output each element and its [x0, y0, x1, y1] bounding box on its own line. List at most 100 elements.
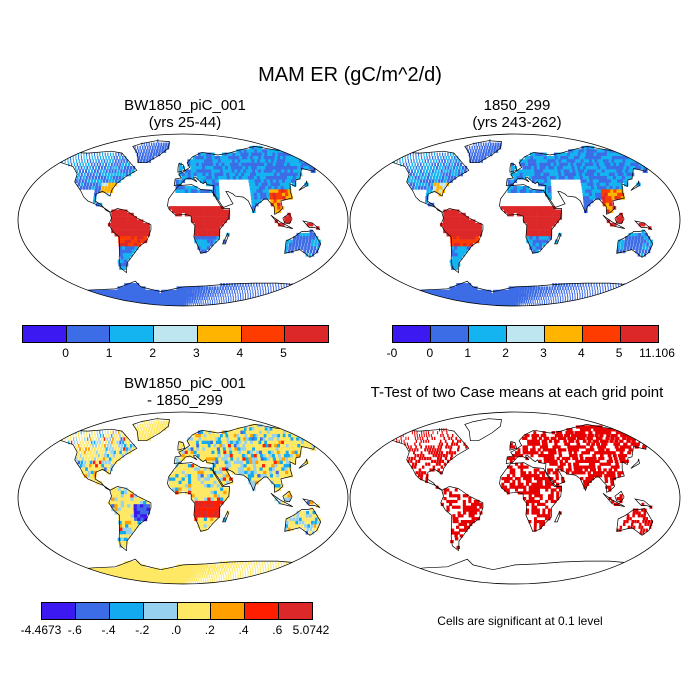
grid-cell: [63, 293, 71, 297]
grid-cell: [226, 289, 228, 294]
grid-cell: [212, 437, 217, 441]
grid-cell: [637, 236, 641, 240]
grid-cell: [223, 172, 228, 177]
grid-cell: [461, 166, 465, 170]
grid-cell: [192, 156, 196, 160]
grid-cell: [607, 189, 612, 193]
grid-cell: [119, 527, 124, 532]
grid-cell: [465, 226, 470, 230]
grid-cell: [127, 514, 132, 518]
grid-cell: [194, 490, 198, 495]
grid-cell: [215, 437, 220, 441]
grid-cell: [531, 176, 536, 180]
grid-cell: [532, 156, 537, 160]
grid-cell: [247, 283, 250, 287]
grid-cell: [542, 232, 546, 237]
grid-cell: [193, 444, 197, 448]
grid-cell: [435, 166, 438, 170]
grid-cell: [285, 246, 289, 250]
grid-cell: [252, 186, 257, 190]
grid-cell: [85, 464, 89, 468]
grid-cell: [71, 299, 83, 304]
grid-cell: [250, 162, 255, 167]
grid-cell: [555, 212, 559, 217]
grid-cell: [299, 236, 303, 240]
grid-cell: [492, 296, 496, 300]
grid-cell: [639, 286, 641, 290]
grid-cell: [222, 447, 227, 451]
grid-cell: [309, 289, 311, 294]
grid-cell: [284, 494, 288, 498]
grid-cell: [542, 226, 546, 230]
grid-cell: [609, 186, 614, 190]
grid-cell: [567, 162, 572, 167]
grid-cell: [463, 246, 468, 250]
grid-cell: [82, 467, 85, 471]
grid-cell: [615, 176, 621, 180]
grid-cell: [190, 186, 195, 190]
grid-cell: [274, 454, 280, 458]
grid-cell: [542, 236, 546, 240]
grid-cell: [220, 500, 224, 505]
grid-cell: [287, 467, 292, 471]
grid-cell: [249, 169, 254, 173]
grid-cell: [281, 286, 283, 290]
grid-cell: [634, 236, 638, 240]
grid-cell: [164, 293, 168, 297]
grid-cell: [106, 467, 110, 471]
grid-cell: [222, 474, 227, 478]
grid-cell: [488, 145, 491, 150]
grid-cell: [525, 299, 528, 304]
grid-cell: [219, 474, 224, 478]
grid-cell: [567, 286, 569, 290]
grid-cell: [118, 514, 122, 518]
grid-cell: [236, 457, 241, 461]
grid-cell: [246, 564, 248, 568]
grid-cell: [594, 296, 595, 300]
grid-cell: [220, 172, 224, 177]
grid-cell: [446, 289, 451, 294]
grid-cell: [225, 470, 230, 475]
grid-cell: [243, 464, 248, 468]
grid-cell: [450, 242, 455, 247]
grid-cell: [48, 567, 56, 572]
grid-cell: [64, 152, 66, 157]
grid-cell: [112, 152, 114, 157]
grid-cell: [203, 286, 206, 290]
coastline-indonesia: [270, 214, 293, 229]
grid-cell: [452, 256, 457, 260]
grid-cell: [123, 216, 128, 220]
grid-cell: [93, 169, 96, 173]
grid-cell: [569, 299, 571, 304]
grid-cell: [283, 561, 285, 565]
grid-cell: [216, 229, 221, 234]
grid-cell: [197, 484, 202, 488]
grid-cell: [133, 219, 137, 224]
grid-cell: [531, 179, 536, 183]
grid-cell: [622, 303, 624, 306]
grid-cell: [239, 283, 242, 287]
grid-cell: [415, 152, 417, 157]
grid-cell: [619, 189, 624, 193]
grid-cell: [79, 169, 81, 173]
coastline-samerica: [108, 208, 152, 274]
grid-cell: [118, 430, 120, 435]
grid-cell: [180, 303, 183, 306]
grid-cell: [283, 464, 288, 468]
grid-cell: [635, 162, 642, 167]
grid-cell: [559, 162, 564, 167]
grid-cell: [274, 299, 276, 304]
grid-cell: [618, 296, 620, 300]
grid-cell: [256, 561, 258, 565]
grid-cell: [493, 149, 496, 153]
grid-cell: [114, 437, 117, 441]
grid-cell: [199, 303, 201, 306]
grid-cell: [257, 196, 262, 200]
grid-cell: [238, 176, 243, 180]
grid-cell: [513, 286, 517, 290]
grid-cell: [210, 229, 214, 234]
grid-cell: [588, 149, 594, 153]
grid-cell: [120, 216, 125, 220]
grid-cell: [541, 179, 545, 183]
grid-cell: [396, 152, 398, 157]
